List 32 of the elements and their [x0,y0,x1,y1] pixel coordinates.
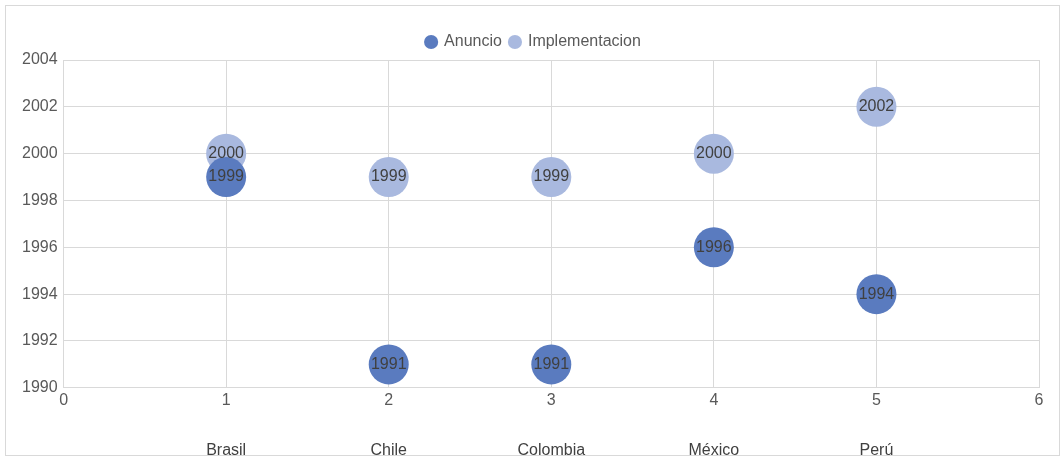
x-tick-label: 3 [546,390,556,408]
data-label: 1991 [533,354,570,372]
x-tick-label: 6 [1034,390,1044,408]
y-tick-label: 2004 [22,50,58,68]
data-label: 1999 [533,167,570,185]
text: Chile [370,441,408,459]
data-label: 1994 [858,284,895,302]
data-label: 1991 [370,354,407,372]
text: México [688,441,740,459]
x-tick-label: 2 [384,390,394,408]
data-label: 1999 [370,167,407,185]
data-label: 2000 [208,144,245,162]
x-tick-label: 4 [709,390,719,408]
text: Colombia [517,441,586,459]
x-tick-label: 0 [59,390,69,408]
y-tick-label: 1998 [22,190,58,208]
data-label: 2000 [696,144,732,162]
text: Brasil [206,441,247,459]
x-tick-label: 5 [871,390,881,408]
y-tick-label: 2002 [22,97,58,115]
y-tick-label: 1996 [22,237,58,255]
y-tick-label: 1990 [22,378,58,396]
legend-label: Implementacion [527,32,641,50]
y-tick-label: 1992 [22,331,58,349]
legend-label: Anuncio [444,32,503,50]
text: Perú [859,441,894,459]
x-tick-label: 1 [221,390,231,408]
data-label: 2002 [858,97,895,115]
data-label: 1996 [696,237,732,255]
y-tick-label: 1994 [22,284,58,302]
data-label: 1999 [208,167,245,185]
y-tick-label: 2000 [22,144,58,162]
